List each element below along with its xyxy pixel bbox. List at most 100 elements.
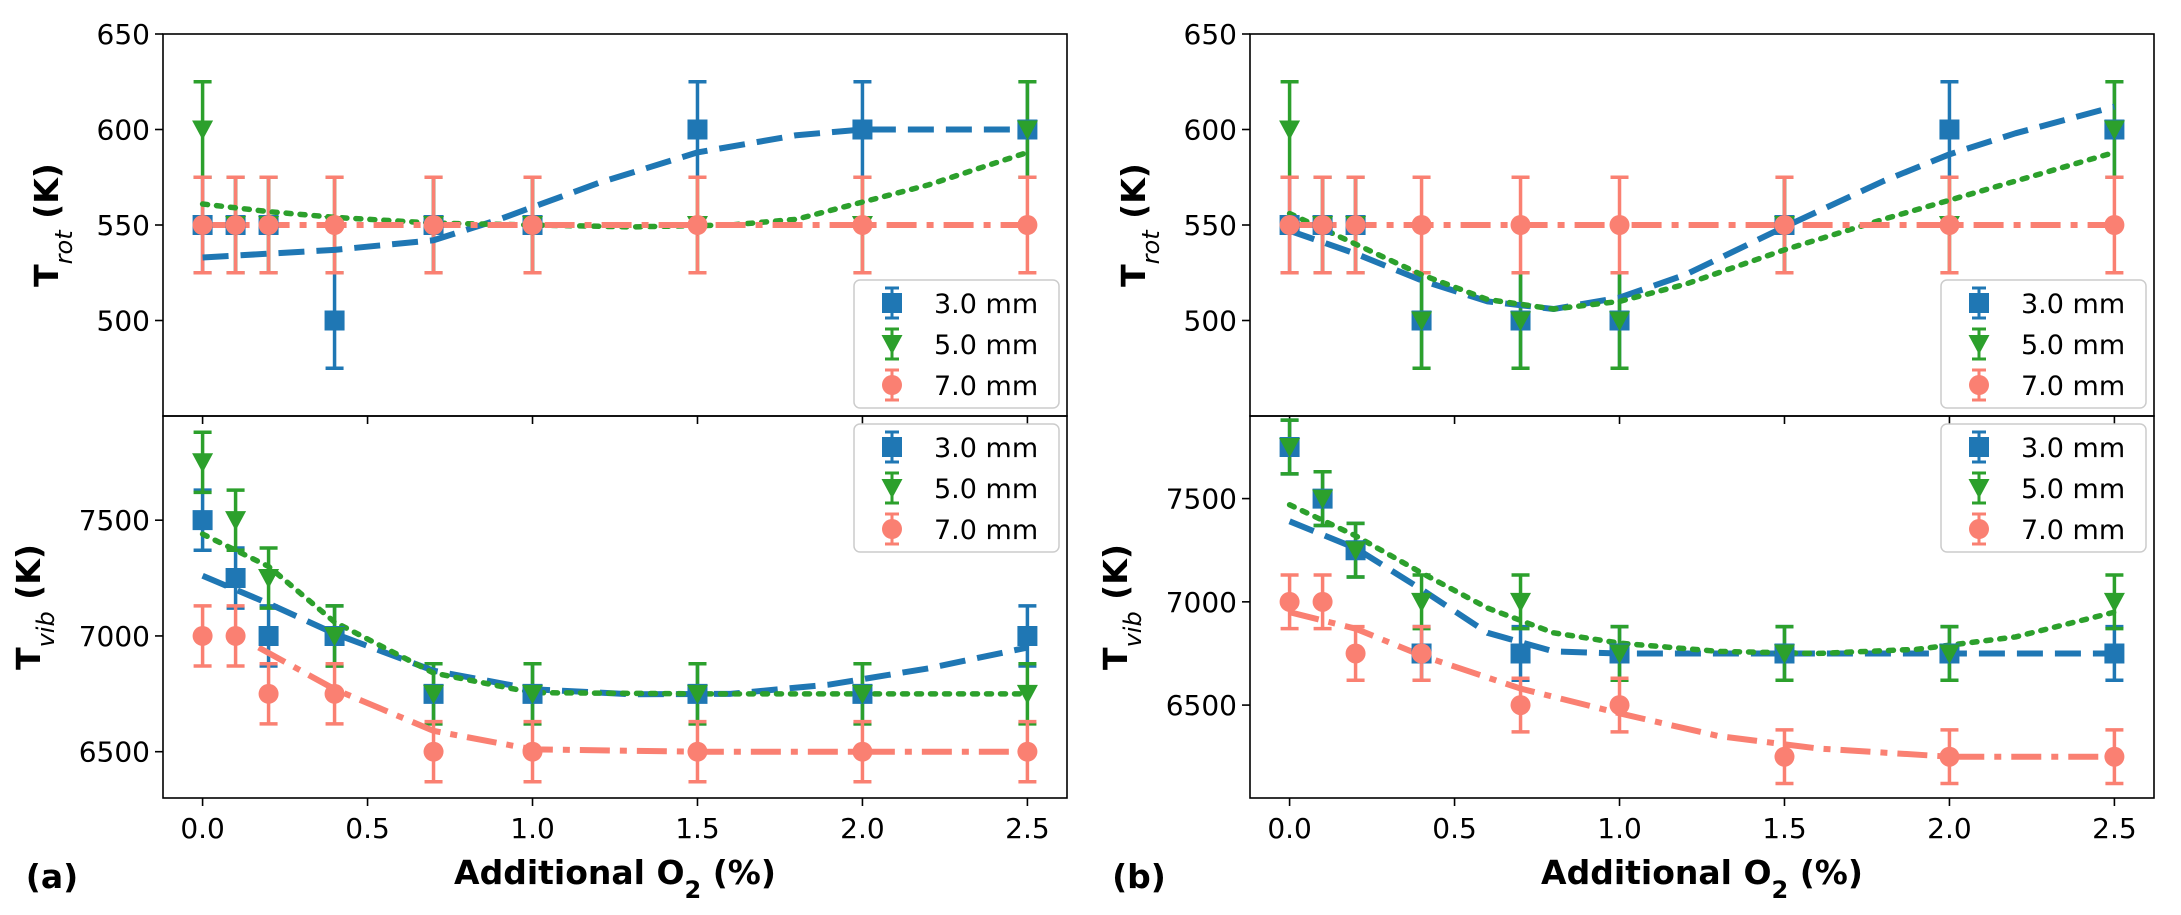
subplot-a_vib: 6500 7000 7500 0.0 0.5 1.0 1.5 2.0 2.5 Tvib (K) Ad… [9,415,1068,904]
data-point [1279,437,1301,458]
data-point [1411,592,1433,613]
fit-line-7-0-mm [257,644,1028,755]
legend-label: 5.0 mm [2021,330,2125,361]
x-tick-label: 0.5 [1432,812,1477,845]
data-point [1510,643,1531,664]
data-point [1510,695,1531,716]
legend-label: 7.0 mm [2021,515,2125,546]
legend-label: 3.0 mm [2021,433,2125,464]
data-point [1279,591,1300,612]
y-tick-label: 6500 [79,736,150,769]
data-point [1016,120,1038,140]
y-tick-label: 600 [1184,114,1237,147]
data-point [225,215,246,235]
data-point [1939,746,1960,767]
data-point [1510,215,1531,235]
y-tick-label: 650 [97,18,150,51]
data-point [258,683,279,704]
data-point [687,741,708,762]
x-axis-label: Additional O2 (%) [1541,853,1863,904]
fit-line-3-0-mm [1288,103,2116,313]
y-tick-label: 500 [97,305,150,338]
legend-marker [882,293,902,313]
data-point [1773,644,1795,664]
y-tick-label: 500 [1184,305,1237,338]
data-point [852,741,873,762]
data-point [192,120,214,140]
x-tick-label: 0.0 [180,812,225,845]
data-point [852,119,873,140]
data-point [522,684,544,705]
data-point [225,625,246,646]
data-point [1279,215,1300,235]
legend-box [853,279,1060,409]
subplot-a_rot: 500 550 600 650 Trot (K) 3.0 mm 5.0 mm 7.0 mm [27,18,1068,424]
x-tick-label: 0.0 [1267,812,1312,845]
fit-line-5-0-mm [199,531,1031,697]
legend-label: 7.0 mm [2021,371,2125,402]
subplot-b_rot: 500 550 600 650 Trot (K) 3.0 mm 5.0 mm 7.0 mm [1114,18,2155,424]
data-point [324,626,346,647]
legend: 3.0 mm 5.0 mm 7.0 mm [853,279,1060,409]
data-point [1312,215,1333,235]
legend-label: 5.0 mm [934,330,1038,361]
data-point [1345,215,1366,235]
panel-label: (b) [1112,857,1166,896]
data-point [687,215,708,235]
data-point [1411,643,1432,664]
data-point [2104,746,2125,767]
y-axis-label: Tvib (K) [9,544,60,670]
data-point [258,625,279,646]
data-point [1609,644,1631,664]
y-axis-label: Trot (K) [1114,163,1165,287]
y-axis-label: Trot (K) [27,163,78,287]
x-axis-label: Additional O2 (%) [454,853,776,904]
data-point [1609,311,1631,331]
axes-frame [162,415,1068,799]
fit-line-7-0-mm [1288,609,2115,760]
legend-marker [1969,437,1989,457]
data-point [2103,592,2125,613]
series-7-0-mm [1280,573,2124,786]
legend: 3.0 mm 5.0 mm 7.0 mm [853,423,1060,553]
plot-area [192,80,1038,370]
data-point [851,684,873,705]
y-axis-label: Tvib (K) [1096,544,1147,670]
legend: 3.0 mm 5.0 mm 7.0 mm [1940,279,2147,409]
y-tick-label: 7000 [79,620,150,653]
legend-label: 3.0 mm [2021,289,2125,320]
data-point [1939,215,1960,235]
x-tick-label: 0.5 [345,812,390,845]
x-tick-label: 1.0 [510,812,555,845]
y-tick-label: 6500 [1166,689,1237,722]
data-point [1017,741,1038,762]
legend-marker [882,375,902,395]
x-tick-label: 2.5 [2092,812,2137,845]
legend-box [1940,423,2147,553]
data-point [1411,311,1433,331]
legend-label: 7.0 mm [934,371,1038,402]
data-point [1411,215,1432,235]
axes-frame [1249,415,2155,799]
legend-marker [1969,293,1989,313]
data-point [522,741,543,762]
legend: 3.0 mm 5.0 mm 7.0 mm [1940,423,2147,553]
y-tick-label: 550 [1184,209,1237,242]
data-point [192,215,213,235]
x-tick-label: 1.0 [1597,812,1642,845]
legend-marker [882,519,902,539]
data-point [2103,120,2125,140]
legend-marker [1969,375,1989,395]
subplot-b_vib: 6500 7000 7500 0.0 0.5 1.0 1.5 2.0 2.5 Tvib (K) Ad… [1096,415,2155,904]
data-point [258,215,279,235]
legend-marker [1968,479,1990,499]
data-point [1279,120,1301,140]
plot-area [1279,80,2125,370]
data-point [258,569,280,589]
data-point [687,119,708,140]
data-point [1312,591,1333,612]
data-point [423,741,444,762]
legend-marker [1968,335,1990,355]
legend-label: 3.0 mm [934,433,1038,464]
data-point [1016,684,1038,705]
